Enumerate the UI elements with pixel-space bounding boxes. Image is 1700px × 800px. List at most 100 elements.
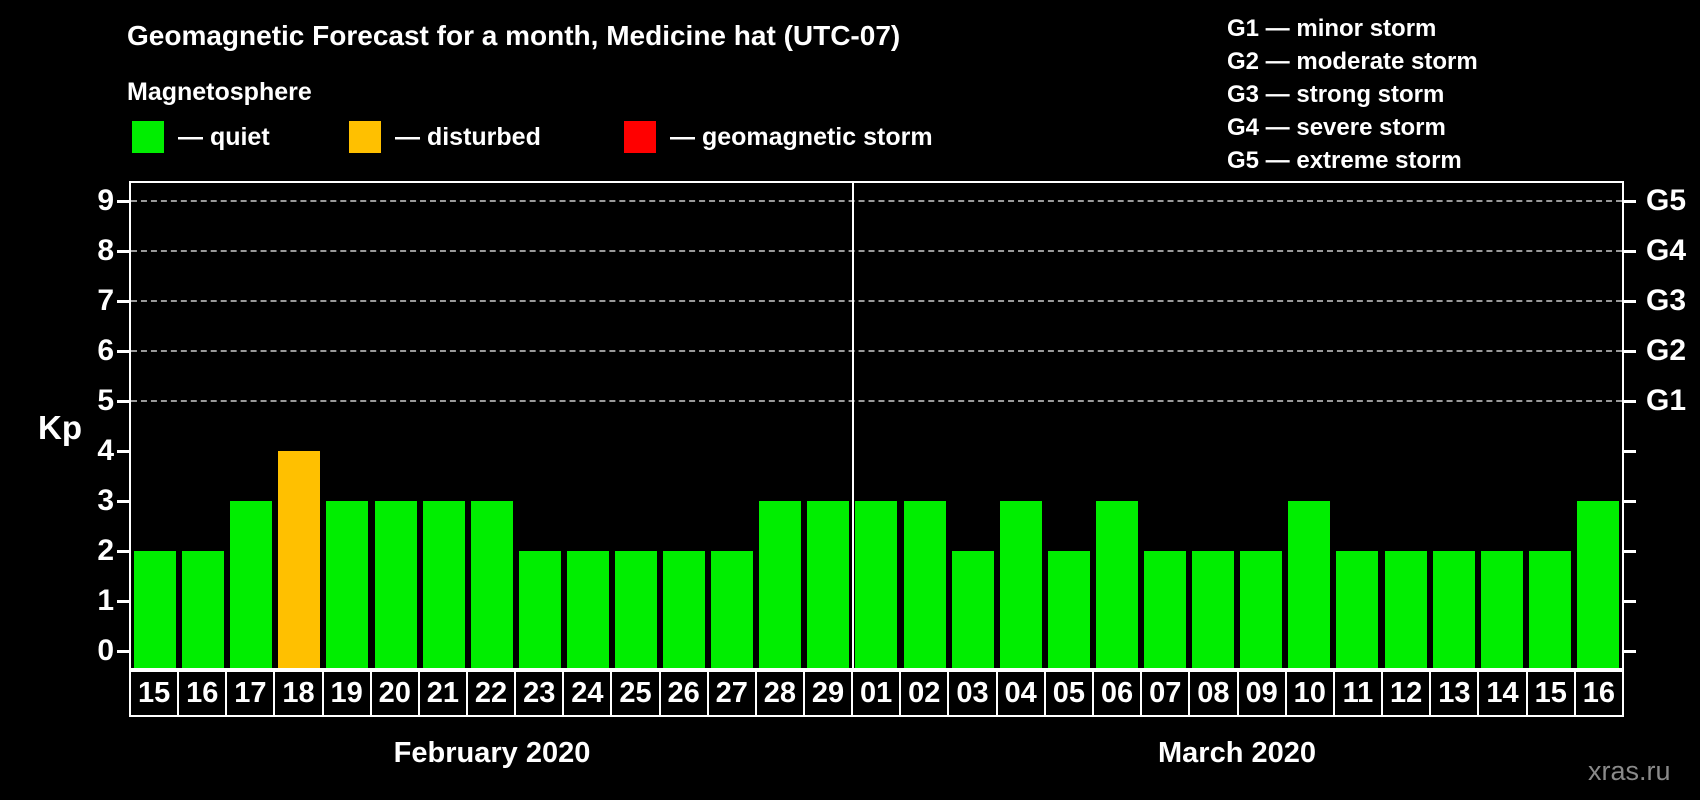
kp-bar-february-18: [278, 451, 320, 668]
storm-scale-line-g3: G3 — strong storm: [1227, 81, 1445, 108]
gridline-kp8: [131, 250, 1622, 252]
left-tick-1: [117, 600, 129, 603]
left-tick-label-2: 2: [97, 534, 114, 567]
kp-legend-item-disturbed: — disturbed: [349, 121, 541, 153]
kp-bar-march-01: [855, 501, 897, 668]
right-tick-label-g4: G4: [1646, 234, 1687, 267]
left-tick-label-6: 6: [97, 334, 114, 367]
right-tick-1: [1624, 600, 1636, 603]
day-cell-18: 18: [273, 672, 321, 715]
kp-bar-february-21: [423, 501, 465, 668]
day-cell-14: 14: [1477, 672, 1525, 715]
month-label-february: February 2020: [393, 737, 591, 769]
day-cell-26: 26: [658, 672, 707, 715]
storm-scale-legend: G1 — minor storm G2 — moderate storm G3 — …: [1227, 12, 1478, 177]
kp-legend-item-quiet: — quiet: [132, 121, 270, 153]
kp-bar-february-29: [807, 501, 849, 668]
day-cell-22: 22: [465, 672, 514, 715]
left-tick-label-4: 4: [97, 434, 114, 467]
gridline-kp5: [131, 400, 1622, 402]
kp-bar-february-28: [759, 501, 801, 668]
kp-bar-march-16: [1577, 501, 1619, 668]
day-cell-06: 06: [1091, 672, 1140, 715]
gridline-kp7: [131, 300, 1622, 302]
kp-bar-february-16: [182, 551, 224, 668]
kp-bar-march-07: [1144, 551, 1186, 668]
disturbed-color-swatch: [349, 121, 381, 153]
kp-legend-item-storm: — geomagnetic storm: [624, 121, 933, 153]
day-cell-29: 29: [802, 672, 851, 715]
day-cell-01: 01: [859, 677, 893, 709]
day-cell-20: 20: [369, 672, 418, 715]
kp-bar-march-06: [1096, 501, 1138, 668]
kp-bar-march-02: [904, 501, 946, 668]
kp-bar-february-26: [663, 551, 705, 668]
left-tick-label-8: 8: [97, 234, 114, 267]
day-cell-11: 11: [1332, 672, 1381, 715]
day-cell-19: 19: [321, 672, 370, 715]
storm-scale-line-g4: G4 — severe storm: [1227, 114, 1446, 141]
right-tick-6: [1624, 350, 1636, 353]
kp-bar-february-22: [471, 501, 513, 668]
kp-bar-february-25: [615, 551, 657, 668]
kp-bar-march-15: [1529, 551, 1571, 668]
day-cell-25: 25: [610, 672, 658, 715]
left-tick-label-5: 5: [97, 384, 114, 417]
day-cell-23: 23: [514, 672, 562, 715]
kp-bar-february-17: [230, 501, 272, 668]
right-tick-label-g3: G3: [1646, 284, 1687, 317]
watermark-link[interactable]: xras.ru: [1588, 756, 1671, 786]
kp-bar-march-12: [1385, 551, 1427, 668]
right-tick-9: [1624, 200, 1636, 203]
gridline-kp9: [131, 200, 1622, 202]
month-separator-line: [852, 183, 854, 668]
month-label-march: March 2020: [1158, 737, 1316, 769]
day-cell-17: 17: [225, 672, 273, 715]
day-cell-16: 16: [177, 672, 225, 715]
storm-scale-line-g5: G5 — extreme storm: [1227, 147, 1462, 174]
kp-bar-february-27: [711, 551, 753, 668]
kp-legend-label-storm: — geomagnetic storm: [670, 122, 933, 151]
kp-legend-label-disturbed: — disturbed: [395, 122, 541, 151]
gridline-kp6: [131, 350, 1622, 352]
day-cell-12: 12: [1381, 672, 1429, 715]
day-cell-04: 04: [995, 672, 1044, 715]
day-cell-03: 03: [947, 672, 995, 715]
day-row-march: 01 02 03 04 05 06 07 08 09 10 11 12 13 14 15 16: [851, 670, 1624, 717]
chart-title: Geomagnetic Forecast for a month, Medici…: [127, 20, 901, 51]
kp-bar-march-04: [1000, 501, 1042, 668]
left-tick-3: [117, 500, 129, 503]
day-cell-27: 27: [706, 672, 755, 715]
quiet-color-swatch: [132, 121, 164, 153]
kp-bar-march-11: [1336, 551, 1378, 668]
left-tick-label-7: 7: [97, 284, 114, 317]
kp-bar-march-10: [1288, 501, 1330, 668]
left-tick-label-1: 1: [97, 584, 114, 617]
day-cell-16: 16: [1573, 672, 1622, 715]
left-tick-label-9: 9: [97, 184, 114, 217]
kp-bar-february-19: [326, 501, 368, 668]
kp-axis-title: Kp: [38, 409, 82, 446]
right-tick-0: [1624, 650, 1636, 653]
storm-scale-line-g1: G1 — minor storm: [1227, 15, 1437, 42]
right-tick-label-g1: G1: [1646, 384, 1687, 417]
left-tick-4: [117, 450, 129, 453]
storm-color-swatch: [624, 121, 656, 153]
plot-area: [129, 181, 1624, 670]
right-tick-5: [1624, 400, 1636, 403]
day-cell-15: 15: [1525, 672, 1574, 715]
left-tick-label-0: 0: [97, 634, 114, 667]
day-cell-08: 08: [1188, 672, 1236, 715]
kp-bar-february-20: [375, 501, 417, 668]
day-cell-09: 09: [1236, 672, 1285, 715]
day-cell-10: 10: [1284, 672, 1333, 715]
day-cell-21: 21: [417, 672, 466, 715]
magnetosphere-label: Magnetosphere: [127, 78, 312, 106]
kp-bar-march-05: [1048, 551, 1090, 668]
day-cell-15: 15: [137, 677, 171, 709]
kp-bar-march-13: [1433, 551, 1475, 668]
kp-bar-march-14: [1481, 551, 1523, 668]
kp-bar-february-15: [134, 551, 176, 668]
left-tick-0: [117, 650, 129, 653]
